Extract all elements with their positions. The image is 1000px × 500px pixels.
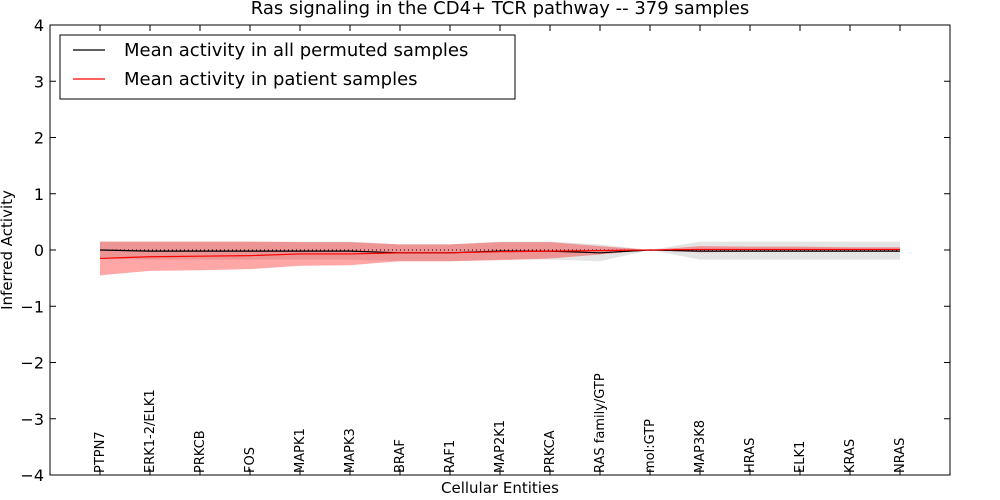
x-tick-label-mapk1: MAPK1 [293, 428, 308, 473]
x-tick-label-mapk3: MAPK3 [343, 428, 358, 473]
y-tick-label: −2 [20, 354, 44, 373]
x-tick-label-fos: FOS [243, 447, 258, 473]
x-tick-label-erk1-2-elk1: ERK1-2/ELK1 [143, 389, 158, 473]
y-tick-label: −4 [20, 466, 44, 485]
x-tick-label-raf1: RAF1 [443, 440, 458, 473]
y-tick-label: −1 [20, 297, 44, 316]
y-axis-label: Inferred Activity [0, 190, 16, 310]
legend-label-patient: Mean activity in patient samples [124, 69, 418, 90]
x-tick-label-kras: KRAS [843, 439, 858, 473]
line-mean-activity-in-patient-samples [99, 248, 900, 260]
legend-label-permuted: Mean activity in all permuted samples [124, 40, 468, 61]
x-tick-label-braf: BRAF [393, 439, 408, 473]
x-tick-label-mol-gtp: mol:GTP [643, 419, 658, 473]
series-lines [99, 248, 900, 260]
y-axis: −4 −3 −2 −1 0 1 2 3 4 [20, 16, 950, 485]
confidence-bands [100, 241, 900, 276]
x-axis: PTPN7 ERK1-2/ELK1 PRKCB FOS MAPK1 MAPK3 BRAF RA… [93, 25, 908, 475]
y-tick-label: 2 [34, 129, 44, 148]
y-tick-label: 3 [34, 72, 44, 91]
y-tick-label: −3 [20, 410, 44, 429]
x-tick-label-hras: HRAS [743, 438, 758, 473]
x-tick-label-map2k1: MAP2K1 [493, 420, 508, 473]
x-tick-label-ptpn7: PTPN7 [93, 431, 108, 473]
x-tick-label-prkca: PRKCA [543, 430, 558, 473]
y-tick-label: 1 [34, 185, 44, 204]
x-tick-label-elk1: ELK1 [793, 441, 808, 473]
x-tick-label-map3k8: MAP3K8 [693, 420, 708, 473]
y-tick-label: 0 [34, 241, 44, 260]
x-tick-label-ras-family-gtp: RAS family/GTP [593, 373, 608, 473]
legend-box [59, 34, 516, 100]
x-axis-label: Cellular Entities [441, 479, 559, 497]
chart-title: Ras signaling in the CD4+ TCR pathway --… [251, 0, 750, 19]
x-tick-label-prkcb: PRKCB [193, 430, 208, 473]
legend: Mean activity in all permuted samples Me… [59, 34, 516, 100]
y-tick-label: 4 [34, 16, 44, 35]
x-tick-label-nras: NRAS [893, 438, 908, 473]
